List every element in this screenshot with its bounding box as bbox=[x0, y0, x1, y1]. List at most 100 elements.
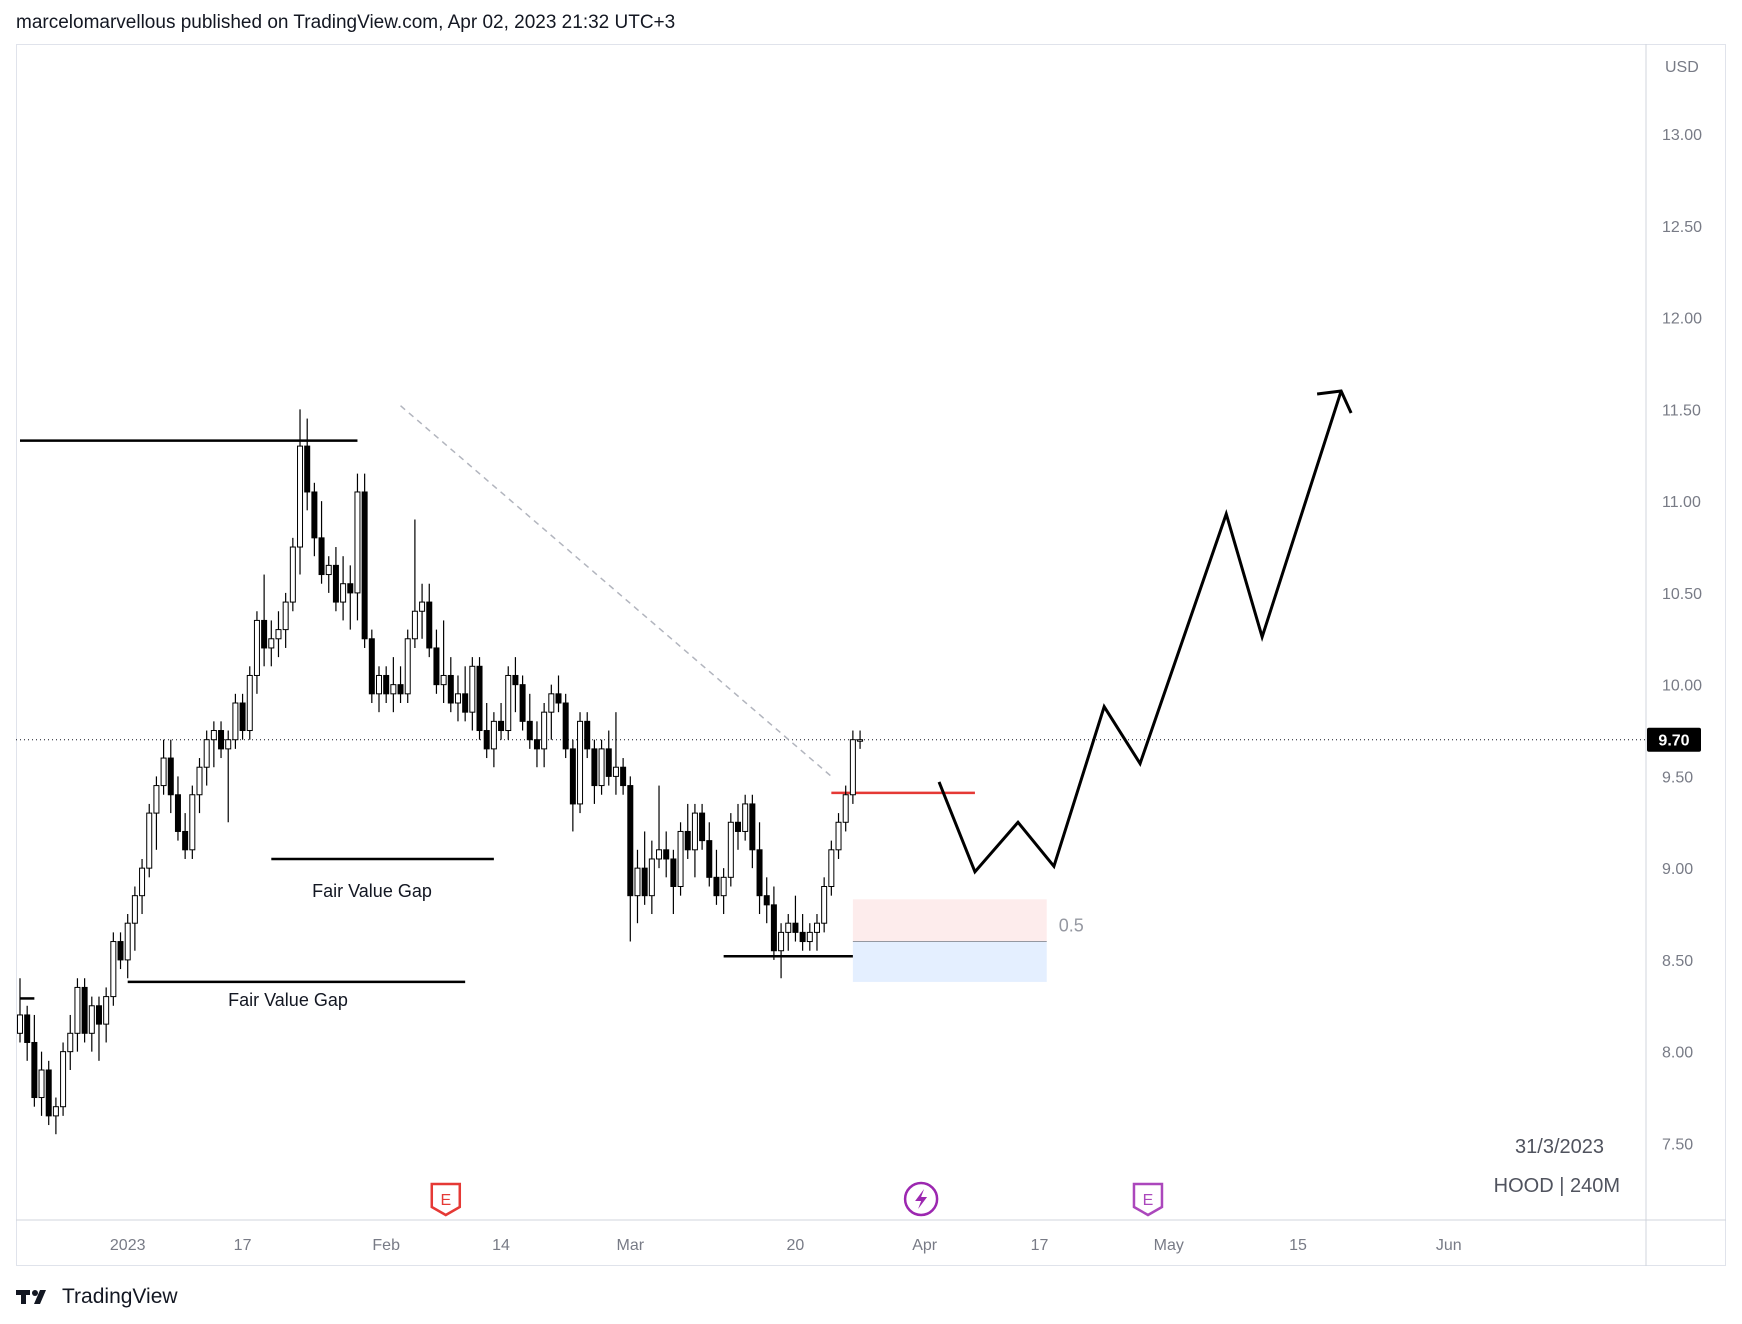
candle[interactable] bbox=[656, 785, 663, 869]
candle[interactable] bbox=[598, 739, 605, 795]
candle[interactable] bbox=[124, 914, 131, 979]
candle[interactable] bbox=[792, 895, 799, 942]
candle[interactable] bbox=[713, 849, 720, 905]
candle[interactable] bbox=[778, 923, 785, 979]
candle[interactable] bbox=[648, 840, 655, 915]
candle[interactable] bbox=[325, 556, 332, 593]
candle[interactable] bbox=[218, 721, 225, 759]
earnings-icon[interactable]: E bbox=[430, 1182, 462, 1217]
candle[interactable] bbox=[677, 822, 684, 896]
candle[interactable] bbox=[727, 813, 734, 887]
candle[interactable] bbox=[139, 858, 146, 915]
candle[interactable] bbox=[548, 684, 555, 740]
candle[interactable] bbox=[584, 712, 591, 759]
candle[interactable] bbox=[368, 629, 375, 703]
candle[interactable] bbox=[203, 730, 210, 786]
candle[interactable] bbox=[569, 739, 576, 832]
candle[interactable] bbox=[397, 666, 404, 703]
chart-frame[interactable] bbox=[16, 44, 1726, 1266]
candle[interactable] bbox=[699, 803, 706, 850]
candle[interactable] bbox=[239, 693, 246, 740]
candle[interactable] bbox=[268, 620, 275, 667]
candle[interactable] bbox=[361, 473, 368, 648]
candle[interactable] bbox=[318, 501, 325, 584]
candle[interactable] bbox=[706, 822, 713, 887]
candle[interactable] bbox=[591, 739, 598, 804]
candle[interactable] bbox=[117, 932, 124, 970]
fib-zone-upper[interactable] bbox=[852, 899, 1047, 942]
candle[interactable] bbox=[146, 803, 153, 878]
candle[interactable] bbox=[512, 657, 519, 713]
descending-trendline[interactable] bbox=[400, 405, 832, 777]
candle[interactable] bbox=[110, 932, 117, 1006]
candle[interactable] bbox=[476, 657, 483, 740]
candle[interactable] bbox=[311, 482, 318, 557]
candle[interactable] bbox=[533, 721, 540, 768]
candle[interactable] bbox=[411, 519, 418, 648]
candle[interactable] bbox=[605, 730, 612, 786]
candle[interactable] bbox=[153, 776, 160, 850]
candle[interactable] bbox=[785, 914, 792, 951]
candle[interactable] bbox=[174, 776, 181, 841]
candle[interactable] bbox=[849, 730, 856, 804]
candle[interactable] bbox=[182, 813, 189, 859]
candle[interactable] bbox=[763, 877, 770, 924]
candle[interactable] bbox=[821, 877, 828, 933]
lightning-icon[interactable] bbox=[903, 1181, 939, 1217]
candle[interactable] bbox=[454, 675, 461, 722]
candle[interactable] bbox=[210, 721, 217, 768]
candle[interactable] bbox=[490, 712, 497, 768]
candle[interactable] bbox=[24, 1005, 31, 1061]
candle[interactable] bbox=[31, 1014, 38, 1107]
candle[interactable] bbox=[505, 666, 512, 740]
candle[interactable] bbox=[383, 666, 390, 703]
candle[interactable] bbox=[332, 547, 339, 612]
candle[interactable] bbox=[742, 794, 749, 841]
candle[interactable] bbox=[519, 675, 526, 731]
candle[interactable] bbox=[691, 803, 698, 878]
candle[interactable] bbox=[842, 785, 849, 832]
candle[interactable] bbox=[225, 730, 232, 823]
candle[interactable] bbox=[67, 1014, 74, 1070]
candle[interactable] bbox=[835, 813, 842, 859]
fib-zone-lower[interactable] bbox=[852, 941, 1047, 982]
candle[interactable] bbox=[634, 849, 641, 924]
candle[interactable] bbox=[38, 1051, 45, 1116]
candle[interactable] bbox=[103, 987, 110, 1043]
candle[interactable] bbox=[806, 923, 813, 951]
candle[interactable] bbox=[376, 666, 382, 713]
candle[interactable] bbox=[612, 712, 619, 795]
candle[interactable] bbox=[799, 914, 806, 951]
candle[interactable] bbox=[289, 537, 296, 612]
candle[interactable] bbox=[404, 629, 411, 703]
candle[interactable] bbox=[756, 822, 763, 915]
candle[interactable] bbox=[541, 703, 548, 768]
candle[interactable] bbox=[340, 556, 347, 621]
candle[interactable] bbox=[440, 620, 447, 703]
candle[interactable] bbox=[60, 1042, 67, 1116]
candle[interactable] bbox=[526, 693, 533, 749]
candle[interactable] bbox=[498, 703, 505, 740]
candle[interactable] bbox=[52, 1097, 59, 1135]
candle[interactable] bbox=[663, 831, 670, 878]
candle[interactable] bbox=[232, 693, 239, 749]
candle[interactable] bbox=[620, 758, 627, 795]
candle[interactable] bbox=[641, 831, 648, 905]
candle[interactable] bbox=[45, 1060, 52, 1126]
candle[interactable] bbox=[390, 657, 397, 713]
candle[interactable] bbox=[426, 583, 433, 658]
candle[interactable] bbox=[88, 996, 95, 1052]
candle[interactable] bbox=[74, 978, 81, 1052]
earnings-icon[interactable]: E bbox=[1132, 1182, 1164, 1217]
candle[interactable] bbox=[347, 565, 354, 630]
candle[interactable] bbox=[684, 803, 691, 859]
candle[interactable] bbox=[261, 574, 268, 667]
tradingview-footer[interactable]: TradingView bbox=[16, 1285, 178, 1309]
candle[interactable] bbox=[857, 730, 864, 749]
candle[interactable] bbox=[297, 409, 304, 575]
candle[interactable] bbox=[275, 611, 282, 658]
candle[interactable] bbox=[813, 914, 820, 951]
candle[interactable] bbox=[447, 657, 454, 713]
candle[interactable] bbox=[81, 978, 88, 1043]
candle[interactable] bbox=[749, 794, 756, 869]
